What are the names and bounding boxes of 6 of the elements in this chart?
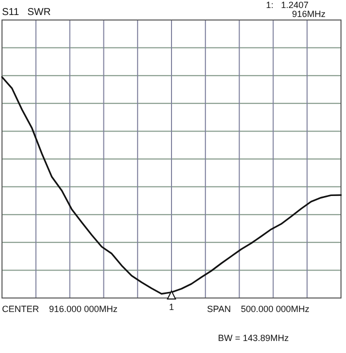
text: SPAN 500.000 000MHz [207,304,310,314]
chart-title: S11 SWR [2,7,51,18]
text: BW = 143.89MHz [218,333,290,343]
text: 1: 1.2407 916MHz [266,0,326,19]
text: CENTER 916.000 000MHz [2,304,118,314]
text: 1 [168,302,174,312]
